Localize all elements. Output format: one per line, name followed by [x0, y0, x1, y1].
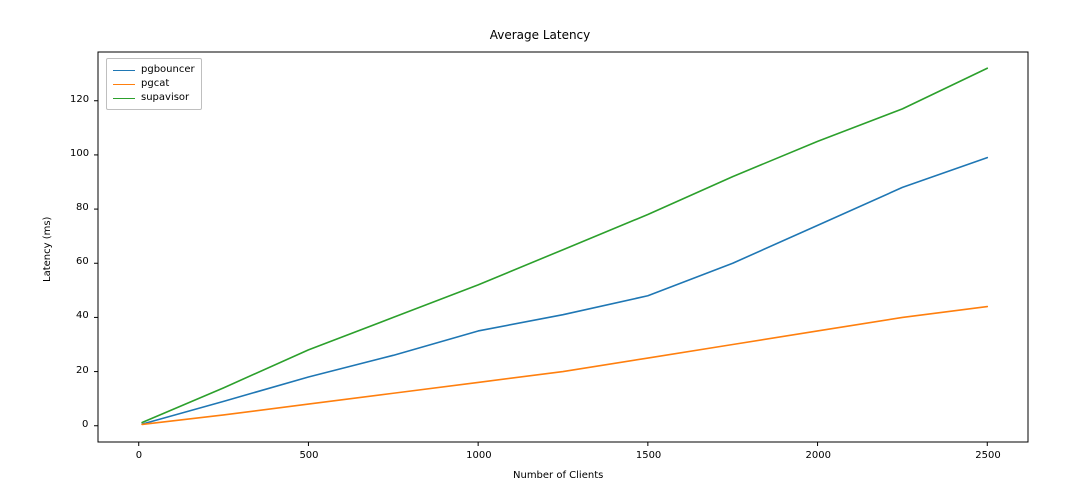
y-tick-label: 80 [76, 202, 89, 213]
series-supavisor [142, 68, 987, 422]
y-tick-label: 120 [70, 94, 89, 105]
y-tick-label: 0 [82, 419, 88, 430]
y-tick-label: 60 [76, 256, 89, 267]
legend-swatch [113, 98, 135, 99]
legend-item-supavisor: supavisor [113, 91, 195, 105]
y-tick-label: 20 [76, 365, 89, 376]
y-axis-label: Latency (ms) [42, 217, 53, 282]
x-tick-label: 500 [299, 450, 318, 461]
legend-label: pgbouncer [141, 63, 195, 77]
series-pgbouncer [142, 158, 987, 425]
x-axis-label: Number of Clients [513, 470, 603, 481]
legend-swatch [113, 84, 135, 85]
legend-label: supavisor [141, 91, 189, 105]
x-tick-label: 2500 [975, 450, 1000, 461]
y-tick-label: 40 [76, 310, 89, 321]
series-pgcat [142, 307, 987, 425]
legend-item-pgbouncer: pgbouncer [113, 63, 195, 77]
latency-chart: Average Latency Latency (ms) Number of C… [0, 0, 1080, 504]
legend-label: pgcat [141, 77, 169, 91]
x-tick-label: 1500 [636, 450, 661, 461]
y-tick-label: 100 [70, 148, 89, 159]
x-tick-label: 1000 [466, 450, 491, 461]
legend-item-pgcat: pgcat [113, 77, 195, 91]
legend: pgbouncerpgcatsupavisor [106, 58, 202, 110]
legend-swatch [113, 70, 135, 71]
x-tick-label: 0 [136, 450, 142, 461]
x-tick-label: 2000 [806, 450, 831, 461]
